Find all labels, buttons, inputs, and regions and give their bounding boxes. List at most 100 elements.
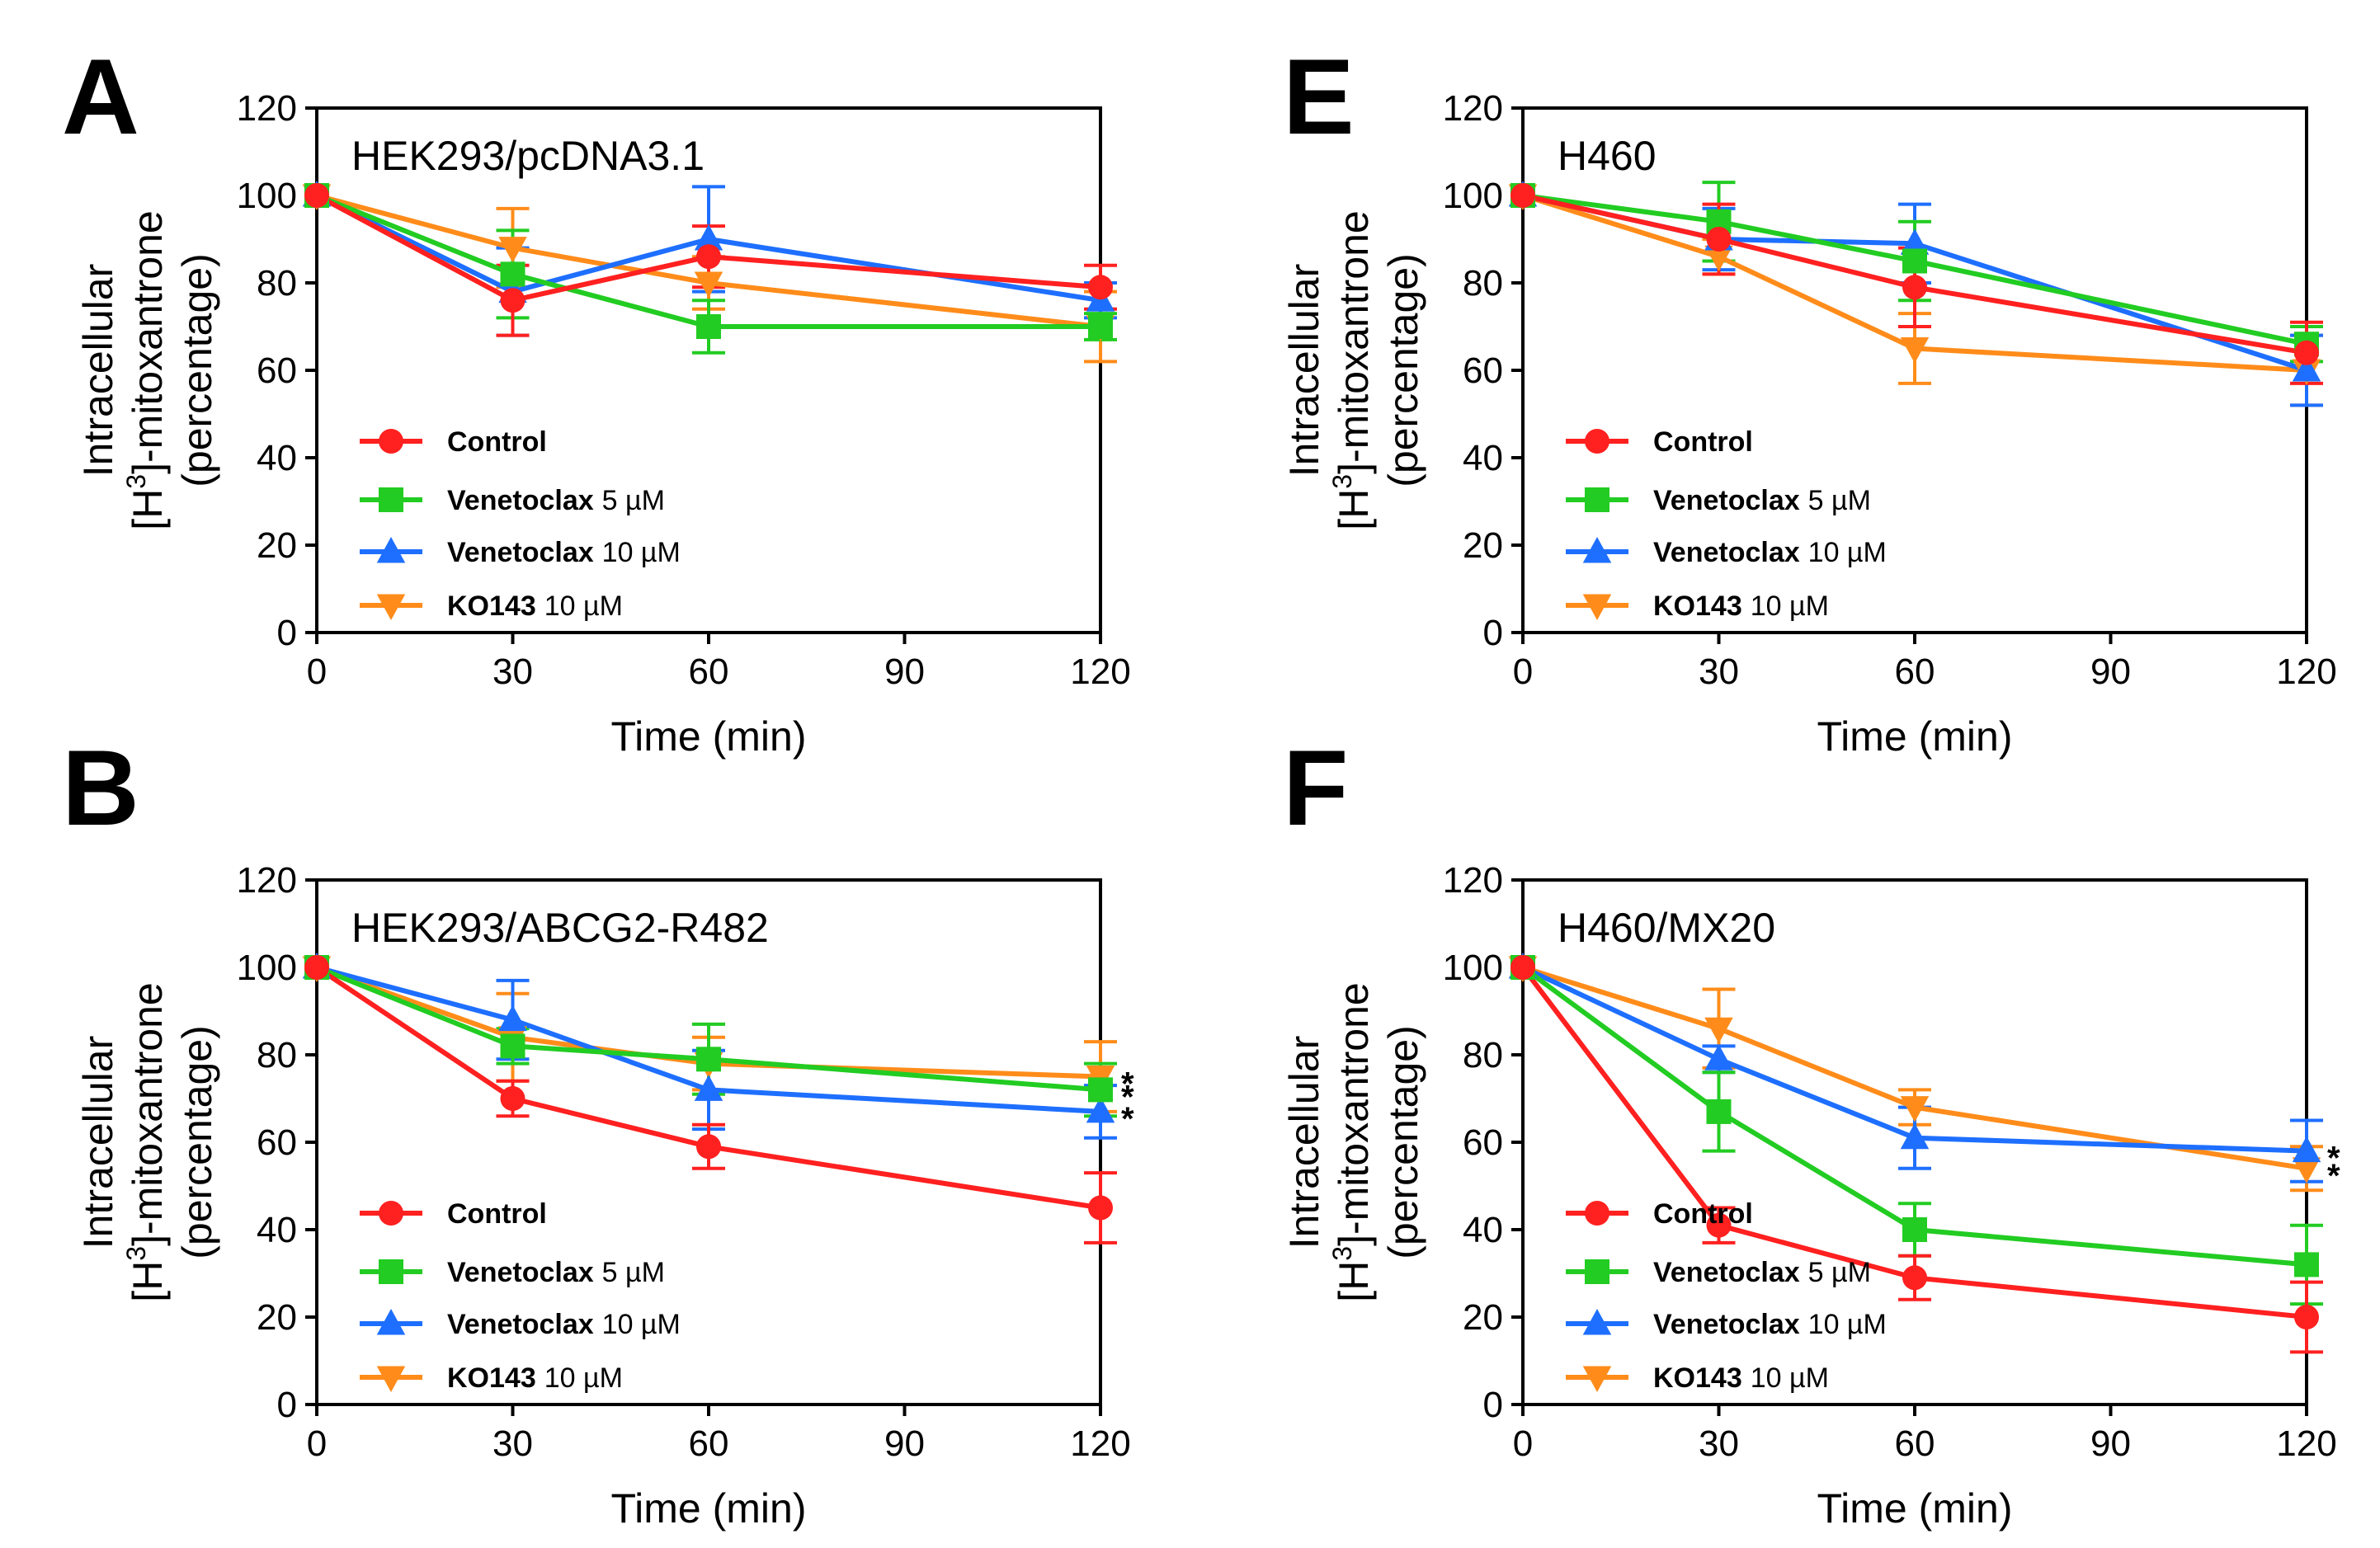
y-axis-title-line2: [H3]-mitoxantrone <box>121 982 171 1301</box>
y-axis-title: Intracellular[H3]-mitoxantrone (percentag… <box>75 210 220 529</box>
legend-marker <box>1582 1309 1612 1335</box>
legend-item: Venetoclax 10 µM <box>360 1309 681 1340</box>
y-tick-label: 60 <box>257 1122 297 1163</box>
series-line <box>315 193 1101 303</box>
data-point <box>304 183 329 208</box>
data-point <box>2294 1252 2319 1277</box>
chart-panel-e: E 0 20 40 60 80 100 120 0 30 60 90 120 Time (min) Intr… <box>1281 36 2337 760</box>
y-tick-label: 120 <box>1443 860 1503 901</box>
legend-marker <box>376 1309 406 1335</box>
legend-name: KO143 <box>447 590 536 622</box>
y-tick-label: 60 <box>1463 1122 1503 1163</box>
data-point <box>1510 955 1535 980</box>
legend-item: Venetoclax 5 µM <box>360 485 665 516</box>
legend-marker <box>379 1201 403 1226</box>
legend-name: Venetoclax <box>1653 537 1800 568</box>
data-point <box>1900 1096 1930 1122</box>
x-axis-title: Time (min) <box>610 1485 806 1532</box>
data-point <box>1706 227 1732 252</box>
y-tick-label: 40 <box>1463 1210 1503 1250</box>
y-tick-label: 120 <box>1443 88 1503 129</box>
y-tick-label: 60 <box>257 351 297 391</box>
data-point <box>500 1033 525 1059</box>
data-point <box>694 224 723 251</box>
y-tick-label: 40 <box>257 438 297 478</box>
data-point <box>1704 1017 1733 1044</box>
legend-marker <box>379 1259 403 1284</box>
legend-label: Venetoclax 10 µM <box>447 537 681 568</box>
data-point <box>500 1086 525 1111</box>
series-line <box>1521 965 2307 1154</box>
y-axis-title-bracket: [H <box>125 1261 171 1302</box>
x-tick-label: 30 <box>1699 1423 1739 1464</box>
legend-dose: 10 µM <box>544 590 623 622</box>
x-tick-label: 0 <box>307 1423 327 1464</box>
data-point <box>1088 1195 1113 1221</box>
y-tick-label: 120 <box>237 88 297 129</box>
y-axis-title-superscript: 3 <box>121 474 151 489</box>
series-line <box>1522 193 2307 373</box>
plot-title: HEK293/pcDNA3.1 <box>351 133 705 179</box>
x-tick-label: 0 <box>1513 652 1533 692</box>
data-point <box>696 1134 721 1160</box>
x-tick-label: 120 <box>2276 652 2336 692</box>
legend-dose: 10 µM <box>602 537 681 568</box>
legend-marker <box>1582 537 1612 563</box>
data-point <box>1900 337 1930 364</box>
y-tick-label: 80 <box>1463 1035 1503 1075</box>
y-tick-label: 60 <box>1463 351 1503 391</box>
x-tick-label: 60 <box>1895 1423 1935 1464</box>
data-point <box>2294 340 2319 365</box>
y-tick-label: 80 <box>257 1035 297 1075</box>
legend-dose: 10 µM <box>1751 590 1829 622</box>
legend-item: Control <box>360 426 547 458</box>
y-tick-label: 100 <box>1443 948 1503 988</box>
data-point <box>500 288 525 313</box>
legend-item: Control <box>1566 1198 1753 1230</box>
y-tick-label: 20 <box>1463 1297 1503 1338</box>
legend-dose: 10 µM <box>544 1362 623 1394</box>
y-tick-label: 20 <box>1463 525 1503 566</box>
x-tick-label: 30 <box>492 1423 533 1464</box>
legend-marker <box>1585 487 1609 512</box>
x-tick-label: 0 <box>307 652 327 692</box>
legend-item: KO143 10 µM <box>360 590 623 622</box>
y-axis-title-compound: ]-mitoxantrone <box>1331 982 1377 1246</box>
data-point <box>1902 1265 1927 1291</box>
y-axis-title-superscript: 3 <box>1327 1246 1357 1261</box>
y-tick-label: 20 <box>257 1297 297 1338</box>
series-line <box>315 965 1101 1211</box>
y-axis-title-line1: Intracellular <box>75 1036 121 1249</box>
x-tick-label: 30 <box>1699 652 1739 692</box>
x-tick-label: 90 <box>2090 1423 2131 1464</box>
legend-dose: 5 µM <box>602 485 665 516</box>
y-axis-title-superscript: 3 <box>121 1246 151 1261</box>
panel-letter: B <box>62 727 139 848</box>
y-axis-title-line3: (percentage) <box>174 1025 220 1259</box>
x-tick-label: 60 <box>689 1423 729 1464</box>
legend-label: Control <box>447 1198 547 1230</box>
y-axis-title-line1: Intracellular <box>75 264 121 477</box>
y-axis-title-line2: [H3]-mitoxantrone <box>1327 982 1377 1301</box>
legend-name: KO143 <box>1653 1362 1742 1394</box>
legend-name: KO143 <box>447 1362 536 1394</box>
legend-label: Control <box>447 426 547 458</box>
legend-name: KO143 <box>1653 590 1742 622</box>
y-axis-title-compound: ]-mitoxantrone <box>1331 210 1377 474</box>
data-point <box>694 271 723 298</box>
legend-label: KO143 10 µM <box>1653 590 1829 622</box>
legend-name: Venetoclax <box>447 537 594 568</box>
y-tick-label: 20 <box>257 525 297 566</box>
chart-panel-b: B 0 20 40 60 80 100 120 0 30 60 90 120 Time (min) Intr… <box>62 727 1134 1532</box>
legend-marker <box>1585 429 1609 454</box>
legend-name: Venetoclax <box>447 1309 594 1340</box>
x-tick-label: 30 <box>492 652 533 692</box>
data-point <box>694 1075 723 1101</box>
y-axis-title-bracket: [H <box>125 489 171 530</box>
panel-letter: F <box>1283 727 1348 848</box>
y-tick-label: 0 <box>277 613 297 653</box>
y-axis-title-superscript: 3 <box>1327 474 1357 489</box>
data-point <box>2292 355 2321 382</box>
x-axis-title: Time (min) <box>1817 713 2012 760</box>
